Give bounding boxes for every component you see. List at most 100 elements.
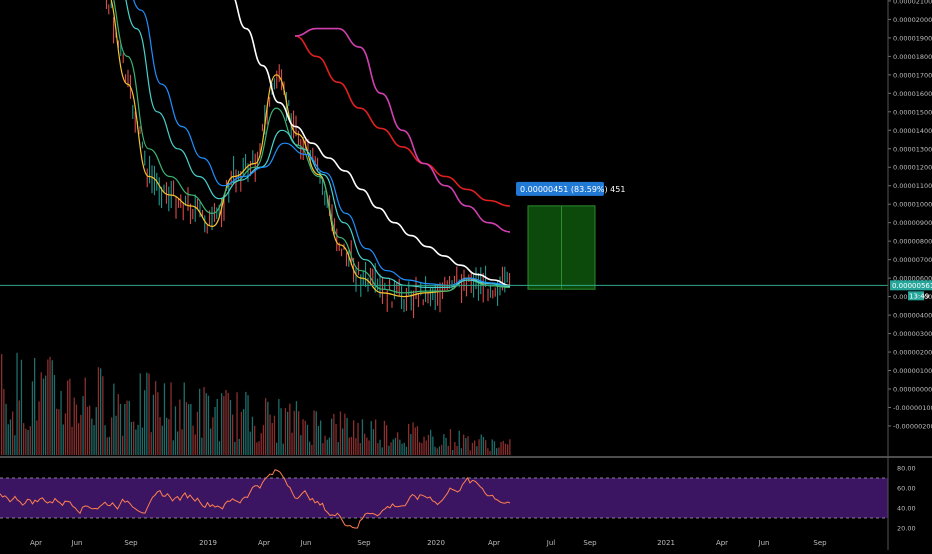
volume-bar bbox=[434, 446, 436, 455]
volume-bar bbox=[210, 428, 212, 455]
volume-bar bbox=[289, 403, 291, 455]
volume-bar bbox=[306, 424, 309, 455]
current-price-tag: 0.00000561 13:49 bbox=[890, 280, 932, 301]
volume-bar bbox=[20, 359, 23, 455]
volume-bar bbox=[364, 433, 366, 455]
price-tick-label: 0.00001600 bbox=[893, 90, 932, 98]
volume-bar bbox=[359, 443, 361, 455]
volume-bar bbox=[170, 382, 172, 455]
volume-bar bbox=[218, 441, 221, 455]
time-tick-label: Jun bbox=[300, 539, 312, 547]
volume-bar bbox=[18, 400, 20, 455]
volume-bar bbox=[150, 432, 152, 455]
volume-bar bbox=[172, 440, 174, 455]
volume-bar bbox=[412, 422, 414, 455]
price-tick-label: 0.00001200 bbox=[893, 164, 932, 172]
volume-bar bbox=[12, 411, 14, 455]
volume-bar bbox=[111, 417, 113, 455]
volume-bar bbox=[3, 388, 5, 455]
volume-bar bbox=[258, 441, 260, 455]
time-tick-label: Apr bbox=[258, 539, 270, 547]
volume-bar bbox=[58, 409, 60, 455]
volume-bar bbox=[331, 418, 333, 455]
price-tick-label: 0.00000300 bbox=[893, 330, 932, 338]
volume-bar bbox=[379, 439, 381, 455]
volume-bar bbox=[141, 427, 144, 455]
volume-bar bbox=[465, 438, 467, 455]
volume-bar bbox=[1, 354, 3, 455]
volume-bar bbox=[64, 413, 67, 455]
volume-bar bbox=[47, 359, 49, 455]
volume-bar bbox=[207, 395, 210, 455]
volume-bar bbox=[216, 398, 218, 455]
volume-bar bbox=[40, 372, 42, 455]
volume-bar bbox=[240, 411, 243, 455]
time-tick-label: Apr bbox=[488, 539, 500, 547]
position-label-box bbox=[516, 181, 604, 196]
volume-bar bbox=[467, 436, 469, 455]
volume-bar bbox=[14, 435, 16, 455]
volume-bar bbox=[144, 390, 146, 455]
price-tick-label: -0.00000200 bbox=[893, 422, 932, 430]
volume-bar bbox=[304, 420, 306, 455]
volume-bar bbox=[117, 394, 119, 455]
volume-bar bbox=[262, 425, 265, 455]
volume-bar bbox=[225, 389, 227, 455]
ma-line-7 bbox=[294, 27, 511, 233]
volume-bar bbox=[243, 409, 245, 455]
volume-bar bbox=[493, 441, 496, 455]
position-label: 0.00000451 (83.59%) 451 bbox=[520, 185, 625, 194]
volume-bar bbox=[377, 443, 379, 455]
volume-bar bbox=[97, 367, 100, 455]
volume-bar bbox=[436, 448, 438, 455]
volume-bar bbox=[126, 400, 128, 455]
volume-bar bbox=[469, 450, 471, 455]
volume-bar bbox=[313, 410, 315, 455]
volume-bar bbox=[456, 446, 458, 455]
volume-bar bbox=[27, 430, 29, 455]
volume-bar bbox=[146, 372, 148, 455]
volume-bar bbox=[324, 435, 326, 455]
volume-bar bbox=[386, 425, 388, 455]
volume-bar bbox=[34, 357, 36, 455]
volume-bar bbox=[135, 429, 137, 455]
volume-bar bbox=[166, 417, 168, 455]
volume-bar bbox=[445, 437, 447, 455]
volume-bar bbox=[280, 408, 282, 455]
volume-bar bbox=[293, 410, 295, 455]
ma-line-1 bbox=[110, 0, 511, 298]
volume-bar bbox=[181, 429, 183, 455]
volume-bar bbox=[295, 401, 298, 455]
volume-bar bbox=[282, 443, 284, 455]
volume-bar bbox=[236, 392, 238, 455]
time-axis[interactable]: Apr Jun Sep 2019 Apr Jun Sep 2020 Apr Jul Sep 2021 A… bbox=[30, 539, 827, 547]
volume-bar bbox=[203, 386, 205, 455]
volume-bar bbox=[427, 434, 430, 455]
price-axis[interactable]: 0.00002100 0.00002000 0.00001900 0.00001800… bbox=[888, 0, 932, 430]
volume-bar bbox=[311, 444, 313, 455]
volume-bar bbox=[271, 423, 273, 455]
volume-bar bbox=[84, 377, 86, 455]
time-tick-label: Jun bbox=[758, 539, 770, 547]
volume-bar bbox=[113, 383, 115, 455]
volume-bar bbox=[179, 399, 181, 455]
volume-bar bbox=[361, 419, 364, 455]
volume-bar bbox=[256, 442, 258, 455]
long-position-tool[interactable]: 0.00000451 (83.59%) 451 bbox=[516, 181, 625, 290]
volume-bar bbox=[408, 423, 410, 455]
volume-bar bbox=[161, 425, 163, 455]
volume-bar bbox=[471, 442, 474, 455]
price-tick-label: 0.00000200 bbox=[893, 349, 932, 357]
volume-bar bbox=[419, 442, 421, 455]
volume-bar bbox=[245, 391, 247, 455]
volume-bar bbox=[36, 420, 38, 455]
volume-bar bbox=[423, 436, 425, 455]
time-tick-label: Jul bbox=[546, 539, 556, 547]
volume-bar bbox=[104, 425, 106, 455]
ma-line-3 bbox=[125, 0, 511, 288]
rsi-axis[interactable]: 80.00 60.00 40.00 20.00 bbox=[897, 465, 916, 533]
volume-bar bbox=[392, 439, 394, 455]
volume-bar bbox=[383, 420, 386, 455]
volume-bar bbox=[309, 441, 311, 455]
